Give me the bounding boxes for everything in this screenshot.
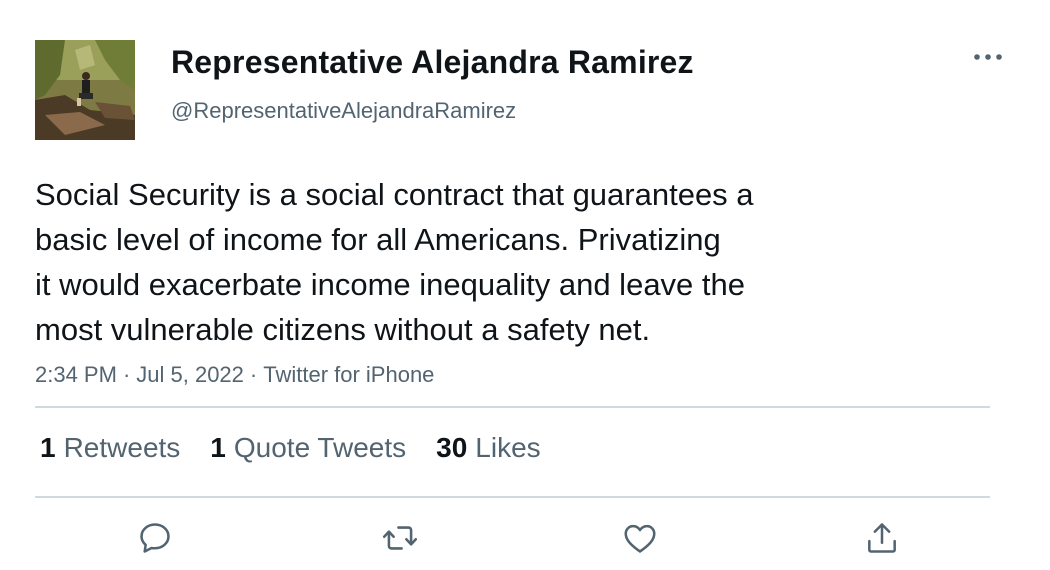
tweet-time[interactable]: 2:34 PM [35,362,117,387]
quote-tweets-stat[interactable]: 1 Quote Tweets [210,432,406,464]
reply-icon [140,523,170,553]
share-button[interactable] [862,518,902,558]
tweet-meta: 2:34 PM · Jul 5, 2022 · Twitter for iPhone [35,362,434,388]
likes-count: 30 [436,432,468,463]
reply-button[interactable] [135,518,175,558]
more-horizontal-icon [974,54,1002,60]
tweet-date[interactable]: Jul 5, 2022 [136,362,244,387]
retweet-button[interactable] [380,518,420,558]
like-button[interactable] [620,518,660,558]
retweets-label: Retweets [63,432,181,463]
divider [35,496,990,498]
tweet-text: Social Security is a social contract tha… [35,172,935,352]
more-options-button[interactable] [968,44,1008,70]
user-handle[interactable]: @RepresentativeAlejandraRamirez [171,98,517,123]
retweet-icon [382,526,418,550]
meta-separator: · [249,362,258,387]
quote-tweets-label: Quote Tweets [233,432,407,463]
divider [35,406,990,408]
tweet-text-line: basic level of income for all Americans.… [35,222,721,257]
likes-stat[interactable]: 30 Likes [436,432,541,464]
tweet-text-line: Social Security is a social contract tha… [35,177,754,212]
tweet-text-line: most vulnerable citizens without a safet… [35,312,651,347]
tweet-source[interactable]: Twitter for iPhone [263,362,435,387]
display-name[interactable]: Representative Alejandra Ramirez [171,44,694,80]
engagement-stats: 1 Retweets 1 Quote Tweets 30 Likes [40,432,541,464]
meta-separator: · [122,362,131,387]
quote-tweets-count: 1 [210,432,226,463]
avatar-photo [35,40,135,140]
likes-label: Likes [475,432,541,463]
retweets-count: 1 [40,432,56,463]
retweets-stat[interactable]: 1 Retweets [40,432,180,464]
heart-icon [624,524,656,553]
share-icon [868,523,896,553]
avatar[interactable] [35,40,135,140]
tweet-text-line: it would exacerbate income inequality an… [35,267,746,302]
